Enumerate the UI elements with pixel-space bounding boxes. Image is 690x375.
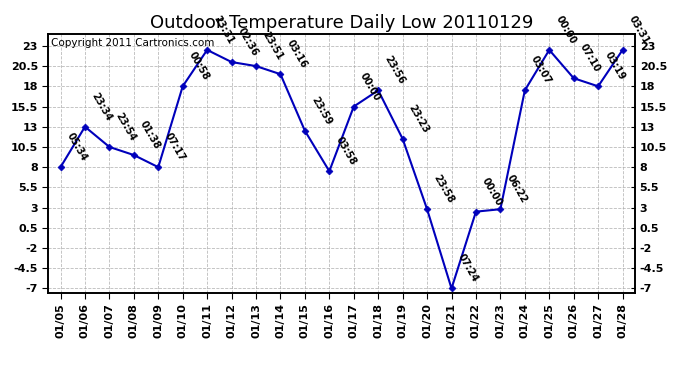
Text: 23:23: 23:23 [407, 103, 431, 135]
Text: 23:56: 23:56 [382, 54, 406, 86]
Text: 23:58: 23:58 [431, 173, 455, 205]
Text: 03:31: 03:31 [627, 14, 651, 46]
Text: 05:34: 05:34 [65, 131, 89, 163]
Text: 00:00: 00:00 [358, 70, 382, 102]
Text: 00:00: 00:00 [480, 176, 504, 207]
Text: 23:31: 23:31 [211, 14, 235, 46]
Text: 23:51: 23:51 [260, 30, 284, 62]
Text: 23:34: 23:34 [89, 91, 113, 123]
Text: 03:16: 03:16 [284, 38, 309, 70]
Title: Outdoor Temperature Daily Low 20110129: Outdoor Temperature Daily Low 20110129 [150, 14, 533, 32]
Text: 03:07: 03:07 [529, 54, 553, 86]
Text: 07:17: 07:17 [162, 131, 186, 163]
Text: 03:58: 03:58 [333, 135, 357, 167]
Text: 02:36: 02:36 [236, 26, 260, 58]
Text: 06:22: 06:22 [504, 173, 529, 205]
Text: 07:10: 07:10 [578, 42, 602, 74]
Text: 00:58: 00:58 [187, 50, 211, 82]
Text: 23:59: 23:59 [309, 95, 333, 127]
Text: 01:38: 01:38 [138, 119, 162, 151]
Text: 07:24: 07:24 [455, 252, 480, 284]
Text: 03:19: 03:19 [602, 50, 627, 82]
Text: Copyright 2011 Cartronics.com: Copyright 2011 Cartronics.com [51, 38, 215, 48]
Text: 23:54: 23:54 [114, 111, 138, 143]
Text: 00:00: 00:00 [553, 14, 578, 46]
